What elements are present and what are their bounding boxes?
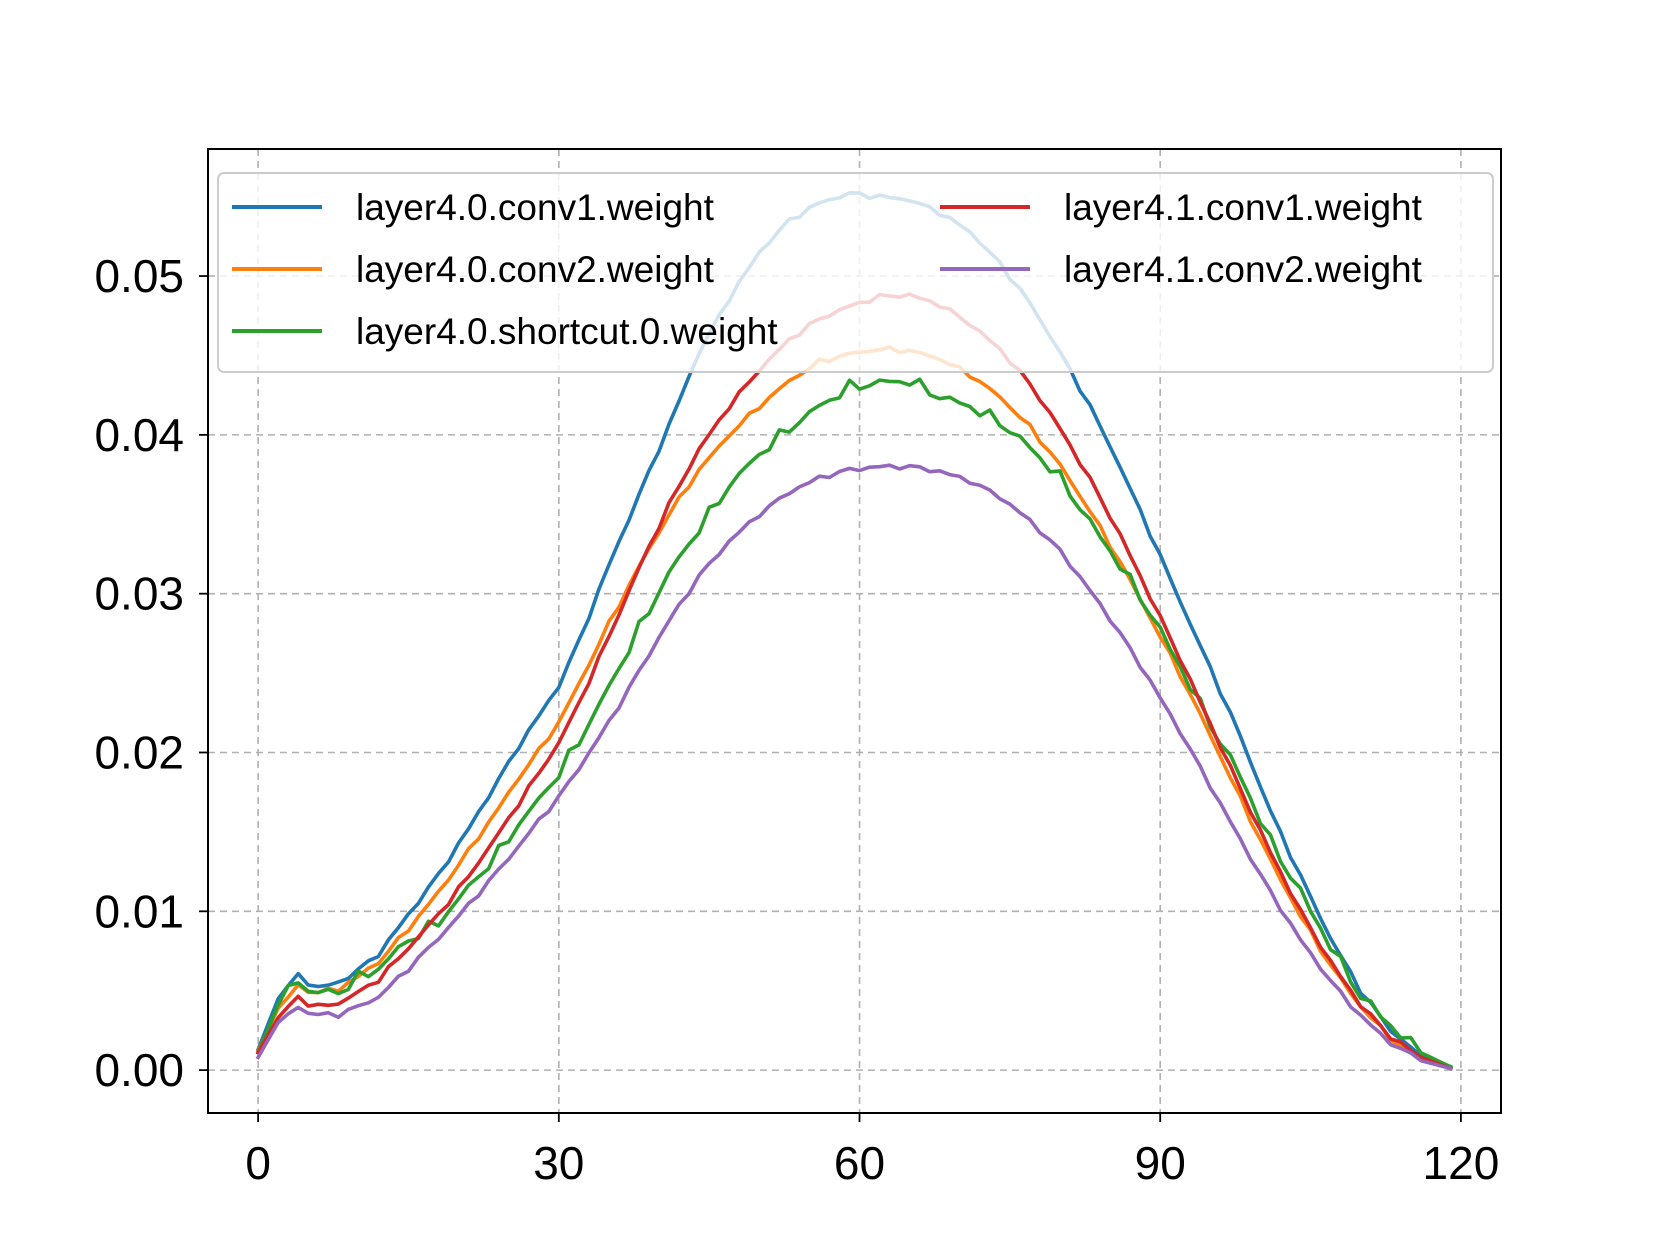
legend-label: layer4.0.conv1.weight xyxy=(356,187,715,228)
legend-label: layer4.1.conv1.weight xyxy=(1064,187,1423,228)
series-line-5 xyxy=(255,463,1454,1071)
x-tick-label: 0 xyxy=(245,1137,271,1189)
x-tick-label: 120 xyxy=(1423,1137,1500,1189)
x-tick-label: 90 xyxy=(1135,1137,1186,1189)
legend-label: layer4.1.conv2.weight xyxy=(1064,249,1423,290)
legend-box xyxy=(217,172,1494,373)
legend-label: layer4.0.shortcut.0.weight xyxy=(356,311,778,352)
legend-item: layer4.0.conv2.weight xyxy=(232,249,715,290)
legend-item: layer4.0.conv1.weight xyxy=(232,187,715,228)
series-line-3 xyxy=(255,377,1454,1070)
y-tick-label: 0.00 xyxy=(94,1044,184,1096)
legend: layer4.0.conv1.weight layer4.0.conv2.weig… xyxy=(217,172,1494,373)
x-tick-label: 30 xyxy=(533,1137,584,1189)
y-tick-label: 0.05 xyxy=(94,250,184,302)
legend-item: layer4.1.conv2.weight xyxy=(940,249,1423,290)
legend-item: layer4.1.conv1.weight xyxy=(940,187,1423,228)
y-tick-label: 0.04 xyxy=(94,409,184,461)
legend-label: layer4.0.conv2.weight xyxy=(356,249,715,290)
legend-item: layer4.0.shortcut.0.weight xyxy=(232,311,778,352)
x-tick-label: 60 xyxy=(834,1137,885,1189)
plot-frame xyxy=(207,148,1502,1114)
y-tick-label: 0.01 xyxy=(94,885,184,937)
y-tick-label: 0.02 xyxy=(94,726,184,778)
axis-ticks: 0 30 60 90 120 0.00 0.01 0.02 0.03 0.04 0.05 xyxy=(94,250,1499,1189)
y-tick-label: 0.03 xyxy=(94,568,184,620)
